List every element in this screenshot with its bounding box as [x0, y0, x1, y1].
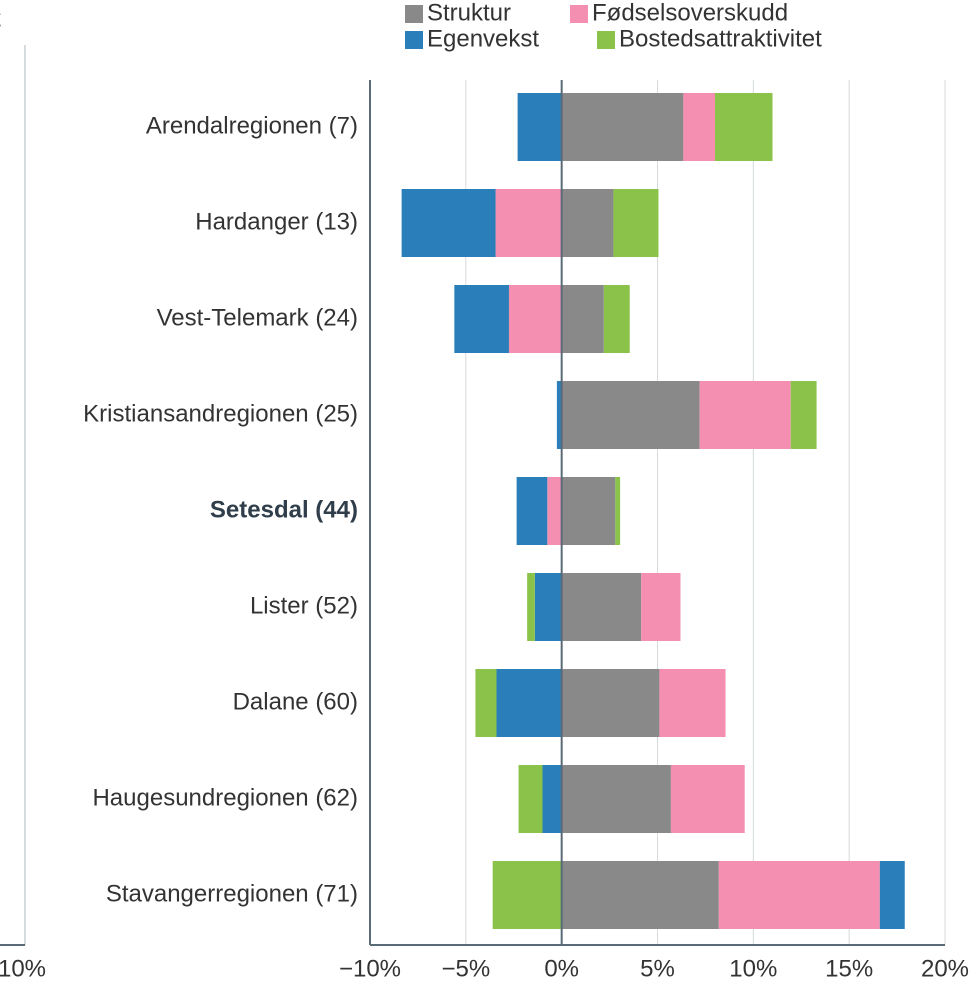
bar-segment	[542, 765, 562, 833]
bar-segment	[659, 669, 726, 737]
legend-swatch	[405, 5, 423, 23]
bar-segment	[561, 477, 616, 545]
bar-segment	[508, 285, 562, 353]
bar-segment	[670, 765, 745, 833]
legend-swatch	[405, 31, 423, 49]
bar-segment	[495, 189, 562, 257]
y-tick-label: Stavangerregionen (71)	[106, 880, 358, 907]
bar-segment	[561, 285, 604, 353]
x-tick-label: −5%	[441, 955, 490, 982]
bar-segment	[561, 765, 671, 833]
bar-segment	[527, 573, 535, 641]
y-tick-label: Vest-Telemark (24)	[157, 304, 358, 331]
y-tick-label: Hardanger (13)	[195, 208, 358, 235]
bar-segment	[790, 381, 817, 449]
legend-label: Struktur	[427, 0, 511, 26]
x-tick-label: 20%	[921, 955, 969, 982]
legend-swatch	[597, 31, 615, 49]
bar-segment	[613, 189, 659, 257]
bar-segment	[603, 285, 630, 353]
chart-title: t	[0, 5, 1, 32]
x-tick-label: 5%	[640, 955, 675, 982]
bar-segment	[561, 93, 684, 161]
bar-segment	[683, 93, 715, 161]
bar-segment	[561, 381, 700, 449]
x-tick-label: 10%	[0, 955, 46, 982]
legend-swatch	[570, 5, 588, 23]
x-tick-label: 0%	[544, 955, 579, 982]
bar-segment	[561, 189, 614, 257]
bar-segment	[516, 477, 548, 545]
bar-segment	[699, 381, 791, 449]
bar-segment	[561, 669, 660, 737]
bar-segment	[534, 573, 562, 641]
y-tick-label: Dalane (60)	[233, 688, 358, 715]
bar-segment	[561, 861, 719, 929]
bar-segment	[517, 93, 562, 161]
bar-segment	[401, 189, 496, 257]
bar-segment	[556, 381, 562, 449]
bar-segment	[492, 861, 562, 929]
bar-segment	[454, 285, 509, 353]
bar-segment	[475, 669, 497, 737]
y-tick-label: Setesdal (44)	[210, 496, 358, 523]
y-tick-label: Kristiansandregionen (25)	[83, 400, 358, 427]
bar-segment	[518, 765, 543, 833]
y-tick-label: Haugesundregionen (62)	[92, 784, 358, 811]
bar-segment	[718, 861, 880, 929]
legend-label: Bostedsattraktivitet	[619, 25, 822, 52]
bar-segment	[547, 477, 562, 545]
bar-segment	[879, 861, 905, 929]
legend-label: Egenvekst	[427, 25, 539, 52]
bar-segment	[715, 93, 773, 161]
x-tick-label: 10%	[729, 955, 777, 982]
x-tick-label: 15%	[825, 955, 873, 982]
x-tick-label: −10%	[339, 955, 401, 982]
y-tick-label: Arendalregionen (7)	[146, 112, 358, 139]
bar-segment	[615, 477, 621, 545]
bar-segment	[641, 573, 681, 641]
legend-label: Fødselsoverskudd	[592, 0, 788, 26]
y-tick-label: Lister (52)	[250, 592, 358, 619]
bar-segment	[561, 573, 642, 641]
bar-segment	[496, 669, 562, 737]
